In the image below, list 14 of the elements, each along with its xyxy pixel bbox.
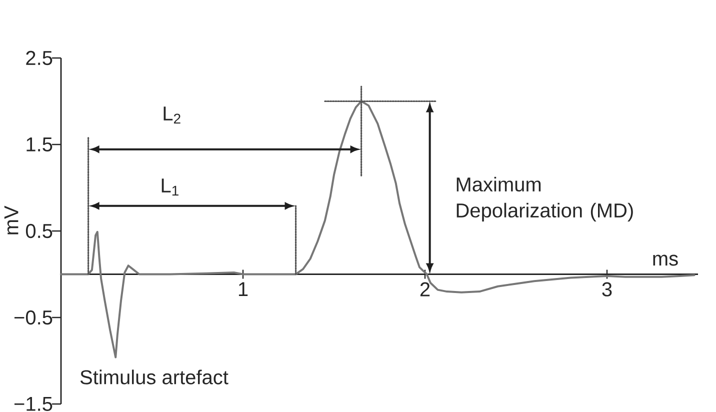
- y-axis-title: mV: [4, 206, 18, 234]
- x-tick-label: 3: [602, 282, 612, 296]
- y-tick-label: 0.5: [26, 224, 52, 238]
- x-axis-title: ms: [653, 254, 678, 266]
- y-tick-label: 1.5: [26, 138, 52, 152]
- y-tick-label: −1.5: [14, 397, 52, 411]
- annotation: Stimulus artefact: [80, 370, 228, 384]
- y-tick-label: −0.5: [14, 310, 52, 325]
- x-tick-label: 1: [238, 282, 248, 296]
- annotation: Maximum Depolarization (MD): [456, 176, 633, 222]
- y-tick-label: 2.5: [26, 50, 52, 66]
- annotation: L$_{2}$: [164, 106, 180, 124]
- annotation: L$_{1}$: [162, 178, 178, 196]
- x-tick-label: 2: [420, 282, 430, 296]
